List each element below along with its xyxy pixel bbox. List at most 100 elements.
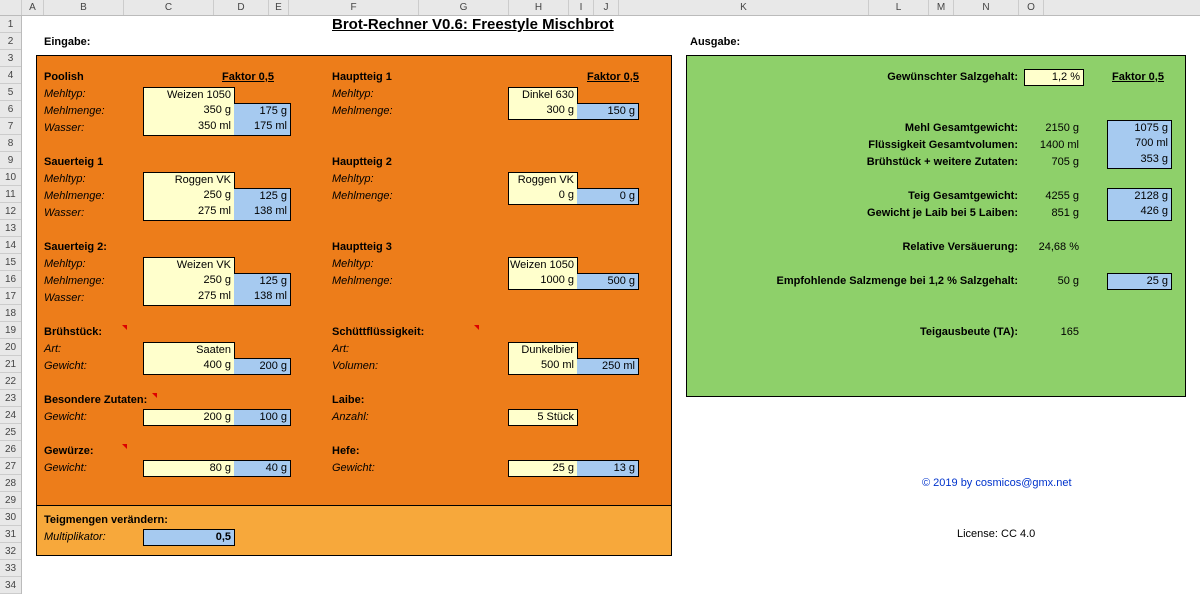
brueh-sum-val: 705 g — [1024, 156, 1079, 168]
row-header[interactable]: 31 — [0, 526, 21, 543]
row-header[interactable]: 6 — [0, 101, 21, 118]
schuett-vol-lbl: Volumen: — [332, 360, 378, 372]
row-header[interactable]: 29 — [0, 492, 21, 509]
schuett-vol[interactable]: 500 ml — [508, 358, 578, 375]
row-header[interactable]: 10 — [0, 169, 21, 186]
laibe-anzahl[interactable]: 5 Stück — [508, 409, 578, 426]
row-header[interactable]: 30 — [0, 509, 21, 526]
row-header[interactable]: 5 — [0, 84, 21, 101]
col-header[interactable]: C — [124, 0, 214, 15]
haupt1-mehltyp[interactable]: Dinkel 630 — [508, 87, 578, 104]
row-header[interactable]: 32 — [0, 543, 21, 560]
col-header[interactable]: K — [619, 0, 869, 15]
row-header[interactable]: 2 — [0, 33, 21, 50]
col-header[interactable]: I — [569, 0, 594, 15]
col-header[interactable]: E — [269, 0, 289, 15]
sauer2-mehlmenge[interactable]: 250 g — [143, 273, 235, 290]
row-header[interactable]: 21 — [0, 356, 21, 373]
hefe-gewicht[interactable]: 25 g — [508, 460, 578, 477]
poolish-mehltyp[interactable]: Weizen 1050 — [143, 87, 235, 104]
sauer1-wasser[interactable]: 275 ml — [143, 204, 235, 221]
laibe-anzahl-lbl: Anzahl: — [332, 411, 369, 423]
col-header[interactable]: A — [22, 0, 44, 15]
row-header[interactable]: 11 — [0, 186, 21, 203]
row-header[interactable]: 9 — [0, 152, 21, 169]
teigmenge-mult[interactable]: 0,5 — [143, 529, 235, 546]
haupt3-mehltyp[interactable]: Weizen 1050 — [508, 257, 578, 274]
haupt2-mehlmenge[interactable]: 0 g — [508, 188, 578, 205]
row-header[interactable]: 25 — [0, 424, 21, 441]
col-header[interactable]: G — [419, 0, 509, 15]
credit-link[interactable]: © 2019 by cosmicos@gmx.net — [922, 477, 1072, 489]
haupt2-mehltyp[interactable]: Roggen VK — [508, 172, 578, 189]
row-header[interactable]: 14 — [0, 237, 21, 254]
faktor-label-2: Faktor 0,5 — [587, 71, 639, 83]
besond-gewicht[interactable]: 200 g — [143, 409, 235, 426]
col-header[interactable]: B — [44, 0, 124, 15]
corner-cell[interactable] — [0, 0, 22, 15]
row-header[interactable]: 24 — [0, 407, 21, 424]
comment-indicator-icon[interactable] — [474, 325, 479, 330]
sauer1-mehltyp[interactable]: Roggen VK — [143, 172, 235, 189]
brueh-art[interactable]: Saaten — [143, 342, 235, 359]
row-header[interactable]: 18 — [0, 305, 21, 322]
col-header[interactable]: N — [954, 0, 1019, 15]
row-header[interactable]: 3 — [0, 50, 21, 67]
sauer2-title: Sauerteig 2: — [44, 241, 107, 253]
row-header[interactable]: 16 — [0, 271, 21, 288]
mehl-val: 2150 g — [1024, 122, 1079, 134]
col-header[interactable]: L — [869, 0, 929, 15]
col-header[interactable]: J — [594, 0, 619, 15]
row-header[interactable]: 7 — [0, 118, 21, 135]
row-header[interactable]: 13 — [0, 220, 21, 237]
haupt3-mehlmenge[interactable]: 1000 g — [508, 273, 578, 290]
haupt1-mehlmenge[interactable]: 300 g — [508, 103, 578, 120]
poolish-mehltyp-lbl: Mehltyp: — [44, 88, 86, 100]
row-header[interactable]: 1 — [0, 16, 21, 33]
salz-val[interactable]: 1,2 % — [1024, 69, 1084, 86]
mehl-lbl: Mehl Gesamtgewicht: — [702, 122, 1018, 134]
row-header[interactable]: 17 — [0, 288, 21, 305]
sauer2-wasser[interactable]: 275 ml — [143, 289, 235, 306]
brueh-art-lbl: Art: — [44, 343, 61, 355]
poolish-wasser[interactable]: 350 ml — [143, 119, 235, 136]
poolish-mehlmenge[interactable]: 350 g — [143, 103, 235, 120]
row-header[interactable]: 20 — [0, 339, 21, 356]
row-header[interactable]: 26 — [0, 441, 21, 458]
comment-indicator-icon[interactable] — [152, 393, 157, 398]
row-header[interactable]: 8 — [0, 135, 21, 152]
hefe-gewicht-lbl: Gewicht: — [332, 462, 375, 474]
schuett-art[interactable]: Dunkelbier — [508, 342, 578, 359]
col-header[interactable]: M — [929, 0, 954, 15]
col-header[interactable]: D — [214, 0, 269, 15]
sauer1-mehlmenge[interactable]: 250 g — [143, 188, 235, 205]
brueh-gewicht[interactable]: 400 g — [143, 358, 235, 375]
footer-license: License: CC 4.0 — [957, 528, 1035, 540]
row-header[interactable]: 27 — [0, 458, 21, 475]
gewuerz-gewicht[interactable]: 80 g — [143, 460, 235, 477]
row-header[interactable]: 34 — [0, 577, 21, 594]
grid-area[interactable]: Brot-Rechner V0.6: Freestyle Mischbrot E… — [22, 16, 1200, 589]
row-header[interactable]: 33 — [0, 560, 21, 577]
row-header[interactable]: 22 — [0, 373, 21, 390]
spreadsheet: A B C D E F G H I J K L M N O 1234567891… — [0, 0, 1200, 589]
sauer1-mehlmenge-lbl: Mehlmenge: — [44, 190, 105, 202]
besond-gewicht-lbl: Gewicht: — [44, 411, 87, 423]
row-header[interactable]: 23 — [0, 390, 21, 407]
sauer1-wasser-lbl: Wasser: — [44, 207, 84, 219]
row-header[interactable]: 15 — [0, 254, 21, 271]
brueh-gewicht-lbl: Gewicht: — [44, 360, 87, 372]
col-header[interactable]: H — [509, 0, 569, 15]
poolish-f-wasser: 175 ml — [234, 119, 291, 136]
gewuerz-title: Gewürze: — [44, 445, 94, 457]
comment-indicator-icon[interactable] — [122, 325, 127, 330]
sauer2-mehltyp[interactable]: Weizen VK — [143, 257, 235, 274]
comment-indicator-icon[interactable] — [122, 444, 127, 449]
row-header[interactable]: 12 — [0, 203, 21, 220]
laibe-title: Laibe: — [332, 394, 364, 406]
row-header[interactable]: 4 — [0, 67, 21, 84]
col-header[interactable]: O — [1019, 0, 1044, 15]
row-header[interactable]: 19 — [0, 322, 21, 339]
row-header[interactable]: 28 — [0, 475, 21, 492]
col-header[interactable]: F — [289, 0, 419, 15]
